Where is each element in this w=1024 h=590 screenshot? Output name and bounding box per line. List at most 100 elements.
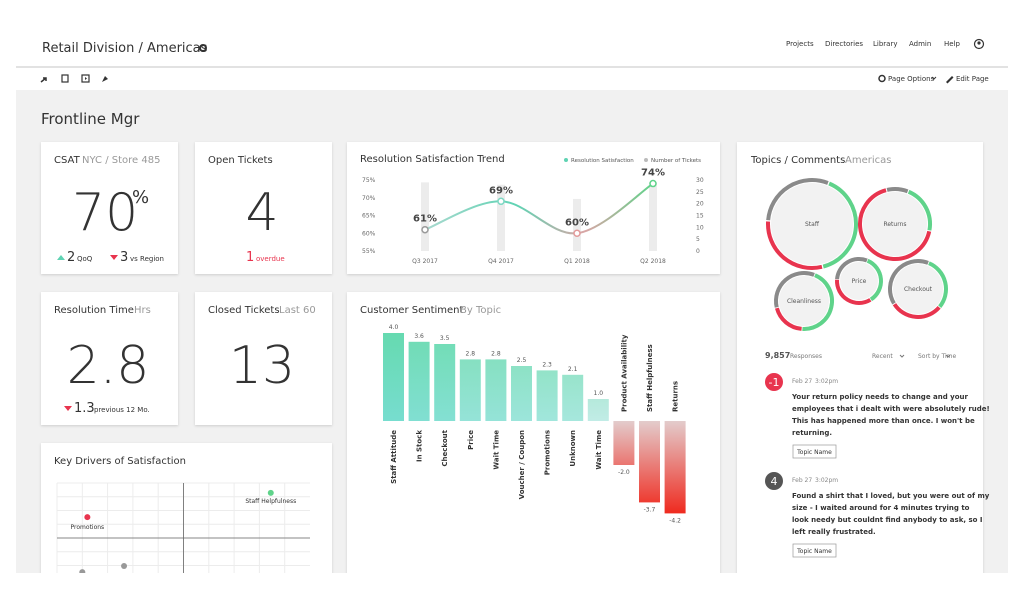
point-label: Value [116,573,133,580]
comment-line: size - I waited around for 4 minutes try… [792,504,970,512]
bubble-label[interactable]: Staff [805,221,820,228]
comment-line: Found a shirt that I loved, but you were… [792,492,990,500]
bubble-segment [858,188,932,261]
nav-link[interactable]: Library [873,40,897,48]
sentiment-bar [587,399,609,421]
header-divider [16,66,1008,68]
comment-time: 3:02pm [815,477,838,484]
sort-time[interactable]: Sort by Time [918,353,956,360]
page-options[interactable]: Page Options [888,75,935,83]
bubble-segment [866,258,883,302]
category-label: Staff Attitude [390,430,398,484]
x-tick-label: Q1 2018 [564,258,590,265]
point-label: Promotions [71,524,105,531]
category-label: Price [467,430,475,450]
satisfaction-point [573,229,581,237]
y2-tick-label: 5 [696,236,700,243]
y2-tick-label: 25 [696,189,704,196]
y-tick-label: 60% [362,230,376,237]
card-title: Topics / Comments [750,155,845,166]
nav-link[interactable]: Directories [825,40,863,48]
trend-arrow [110,255,118,260]
card-subtitle: NYC / Store 485 [82,155,160,166]
y2-tick-label: 20 [696,201,704,208]
topic-tag[interactable] [792,444,837,459]
bubble-segment [766,178,829,221]
indicator-label: QoQ [77,255,93,263]
card-title: Closed Tickets [208,305,280,316]
bubble-segment [822,181,858,269]
bubble-segment [907,189,932,231]
nav: Projects Directories Library Admin Help [786,40,961,48]
data-label: 60% [565,217,589,228]
sort-recent[interactable]: Recent [872,353,893,360]
bubble [840,262,878,300]
category-label: Wait Time [492,430,500,470]
topic-tag[interactable] [792,543,837,558]
category-label: Voucher / Coupon [518,430,526,499]
bubble [893,264,943,314]
legend-swatch [644,158,648,162]
kpi-value: 13 [229,336,295,396]
y2-tick-label: 10 [696,224,704,231]
ticket-bar [649,182,657,251]
category-label: Promotions [544,430,552,475]
pin-icon[interactable] [102,76,108,82]
nav-link[interactable]: Admin [909,40,931,48]
bubble-segment [886,187,909,194]
category-label: Staff Helpfulness [646,344,654,412]
data-label: 69% [489,185,513,196]
sentiment-bar [613,421,635,465]
sentiment-bar [485,359,507,421]
nav-link[interactable]: Help [944,40,961,48]
sentiment-bar [408,341,430,421]
data-label: 74% [641,168,665,179]
overdue-label: overdue [256,255,285,263]
present-icon[interactable] [81,74,90,83]
data-label: -3.7 [644,506,656,513]
overdue-value: 1 [246,250,254,265]
score-badge [765,373,783,391]
bubble-label[interactable]: Cleanliness [787,298,821,305]
chevron [899,354,905,358]
data-label: 3.6 [414,333,424,340]
user-icon[interactable] [973,38,985,50]
driver-point [267,489,274,496]
indicator-value: 1.3 [74,401,95,416]
chart-subtitle: By Topic [460,305,501,316]
legend-label: Resolution Satisfaction [571,158,634,164]
edit-page[interactable]: Edit Page [956,75,989,83]
bubble [771,183,853,265]
share-icon[interactable] [40,77,47,83]
kpi-value: 70 [72,183,138,243]
bubble-segment [774,307,802,331]
header-title: Retail Division / Americas [42,41,208,56]
comment-line: This has happened more than once. I won'… [792,417,975,425]
y2-tick-label: 0 [696,248,700,255]
bubble-label[interactable]: Returns [883,221,906,228]
topic-tag-label: Topic Name [796,449,832,456]
comment-time: 3:02pm [815,378,838,385]
doc-icon[interactable] [61,74,69,83]
ticket-bar [573,198,581,251]
indicator-value: 3 [120,250,128,265]
nav-link[interactable]: Projects [786,40,814,48]
bubble-segment [892,303,941,319]
kpi-indicators: 2 QoQ 3 vs Region [57,250,164,265]
bubble-segment [835,279,872,305]
bubble-label[interactable]: Price [852,278,867,285]
satisfaction-point [497,197,505,206]
category-label: Checkout [441,429,449,466]
card-title: Open Tickets [208,155,273,166]
user-icon-head [977,41,981,45]
bubble-label[interactable]: Checkout [904,286,933,293]
kpi-value: 2.8 [67,336,150,396]
data-label: 2.1 [568,366,578,373]
data-label: 4.0 [389,324,399,331]
category-label: Wait Time [595,430,603,470]
y2-tick-label: 30 [696,177,704,184]
pencil-icon [946,76,954,84]
settings-icon[interactable] [199,44,207,52]
bubble-segment [928,261,948,308]
